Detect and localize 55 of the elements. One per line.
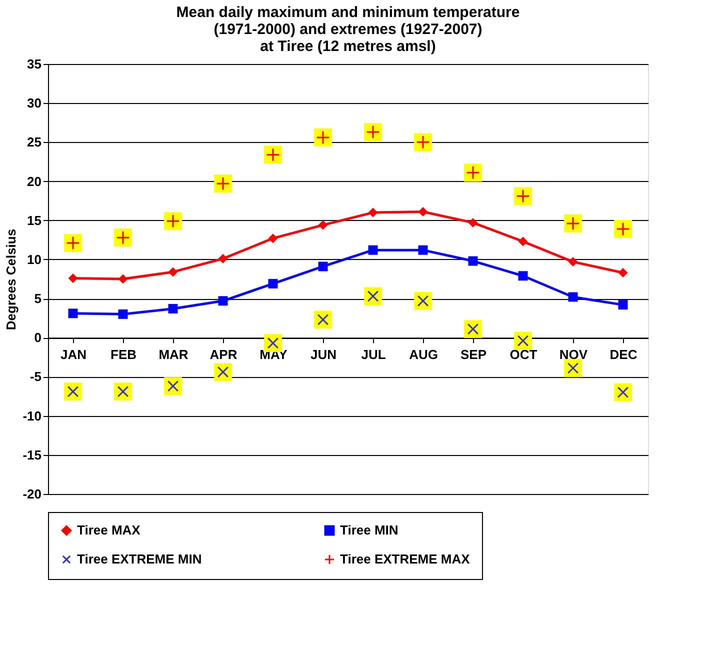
- point: [368, 245, 378, 255]
- point: [418, 245, 428, 255]
- point: [368, 208, 378, 218]
- y-tick-label: 15: [27, 212, 42, 228]
- y-tick-label: 5: [34, 291, 42, 306]
- y-tick-label: 0: [34, 330, 42, 346]
- legend-label: Tiree EXTREME MIN: [77, 552, 202, 566]
- point: [468, 256, 478, 266]
- point: [168, 304, 178, 314]
- point: [518, 271, 528, 281]
- point: [118, 274, 128, 284]
- y-tick-label: -5: [30, 369, 42, 384]
- legend-label: Tiree EXTREME MAX: [340, 552, 470, 566]
- point: [568, 292, 578, 302]
- point: [68, 308, 78, 318]
- x-tick-label: MAR: [158, 347, 189, 362]
- x-tick-label: OCT: [510, 347, 538, 362]
- x-tick-label: FEB: [110, 347, 136, 362]
- x-tick-label: JUN: [310, 347, 337, 362]
- point: [268, 234, 278, 244]
- legend-label: Tiree MIN: [340, 522, 398, 538]
- x-tick-label: JAN: [60, 347, 87, 362]
- x-tick-label: APR: [210, 347, 238, 362]
- point: [518, 236, 528, 246]
- point: [618, 268, 628, 278]
- x-tick-label: AUG: [409, 347, 438, 362]
- point: [268, 278, 278, 288]
- point: [568, 257, 578, 267]
- y-tick-label: -15: [22, 447, 42, 462]
- y-tick-label: 35: [27, 56, 42, 72]
- y-tick-label: 25: [27, 134, 42, 150]
- point: [68, 273, 78, 283]
- y-tick-label: 10: [27, 252, 42, 267]
- y-tick-label: 20: [27, 174, 42, 189]
- point: [218, 254, 228, 264]
- legend-label: Tiree MAX: [77, 522, 141, 538]
- point: [218, 296, 228, 306]
- point: [318, 220, 328, 230]
- x-tick-label: NOV: [559, 347, 588, 362]
- point: [418, 207, 428, 217]
- point: [618, 300, 628, 310]
- text: at Tiree (12 metres amsl): [260, 38, 436, 55]
- y-axis-title: Degrees Celsius: [4, 228, 19, 330]
- y-tick-label: 30: [27, 96, 42, 111]
- point: [468, 218, 478, 228]
- text: Mean daily maximum and minimum temperature: [176, 4, 520, 21]
- point: [168, 267, 178, 277]
- point: [318, 262, 328, 272]
- y-tick-label: -20: [22, 486, 42, 502]
- x-tick-label: DEC: [610, 347, 638, 362]
- x-tick-label: SEP: [460, 347, 487, 362]
- y-tick-label: -10: [22, 408, 42, 424]
- text: (1971-2000) and extremes (1927-2007): [214, 21, 482, 38]
- x-tick-label: JUL: [361, 347, 386, 362]
- point: [118, 309, 128, 319]
